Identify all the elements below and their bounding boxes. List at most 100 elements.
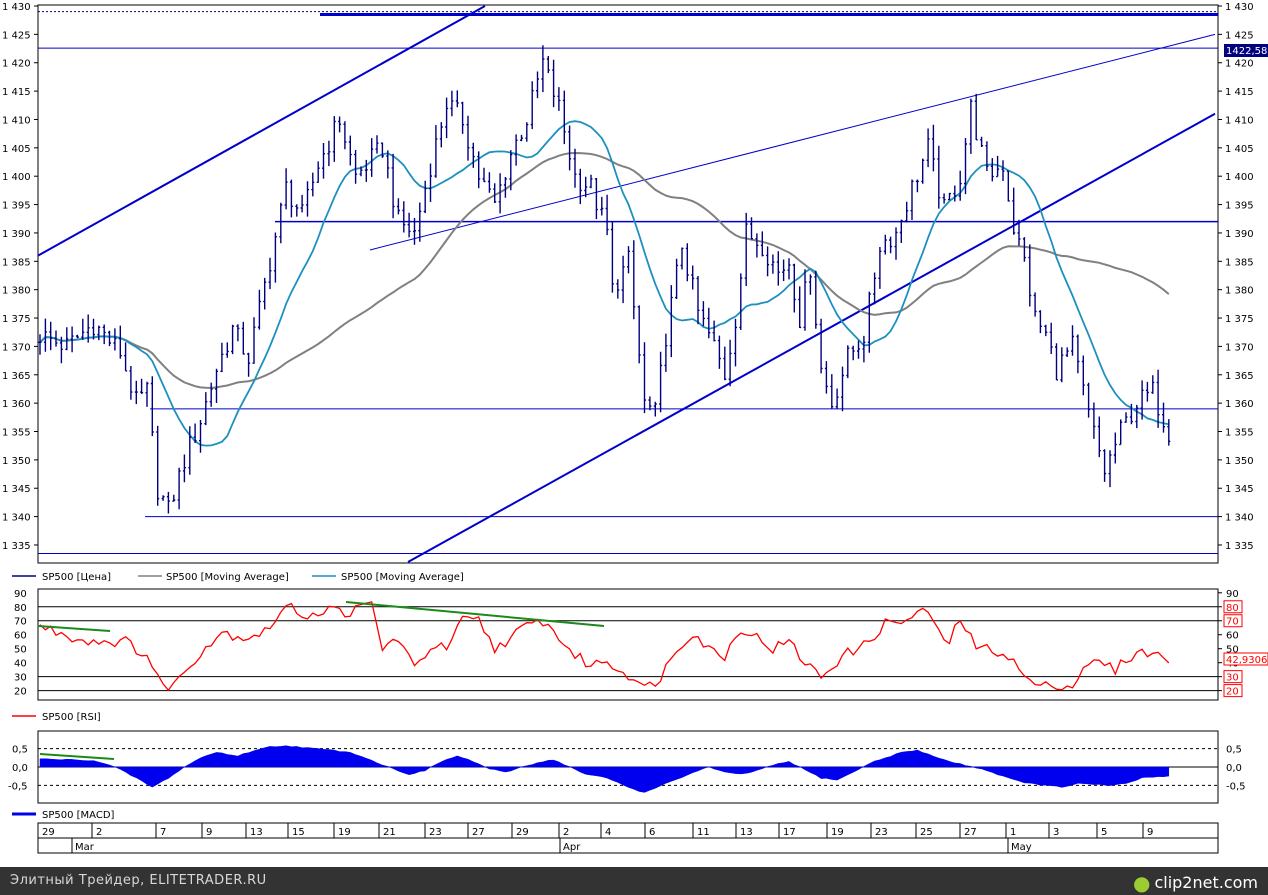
price-ytick-right: 1 335 [1225, 541, 1254, 552]
moving-average-short [39, 120, 1169, 447]
macd-yaxis: 0,5 0,5 0,0 0,0 -0,5 -0,5 [8, 745, 1246, 793]
price-ytick-left: 1 400 [2, 172, 31, 183]
date-tick-label: 15 [292, 827, 305, 838]
price-ytick-left: 1 345 [2, 484, 31, 495]
month-label: May [1011, 842, 1032, 853]
moving-average-long [39, 151, 1170, 389]
date-tick-label: 19 [338, 827, 351, 838]
macd-divergence [39, 753, 115, 760]
ma-short-line [39, 120, 1169, 447]
ohlc-bars [38, 45, 1171, 514]
price-ytick-left: 1 350 [2, 456, 31, 467]
date-tick-label: 1 [1010, 827, 1016, 838]
rsi-last-marker: 42,93063 [1223, 652, 1268, 666]
price-ytick-left: 1 360 [2, 399, 31, 410]
date-axis: 29 2 7 9 13 15 19 21 23 27 29 2 4 6 11 13 17 19 23 25 27 1 3 5 9… [37, 823, 1153, 853]
price-ytick-right: 1 400 [1225, 172, 1254, 183]
rsi-ytick-left: 30 [14, 673, 27, 684]
rsi-panel-frame [37, 588, 1219, 701]
macd-ytick-right: 0,5 [1226, 745, 1242, 756]
date-tick-label: 13 [250, 827, 263, 838]
macd-ytick-right: -0,5 [1226, 781, 1246, 792]
rsi-line [39, 601, 1170, 692]
price-ytick-right: 1 420 [1225, 59, 1254, 70]
date-tick-label: 19 [831, 827, 844, 838]
rsi-divergence-2 [345, 601, 605, 627]
ma-long-line [39, 151, 1170, 389]
date-tick-label: 5 [1101, 827, 1107, 838]
date-tick-label: 9 [1147, 827, 1153, 838]
price-bars [38, 45, 1171, 514]
price-ytick-right: 1 380 [1225, 286, 1254, 297]
date-tick-label: 4 [605, 827, 611, 838]
price-ytick-right: 1 360 [1225, 399, 1254, 410]
rsi-ytick-left: 20 [14, 687, 27, 698]
date-tick-label: 17 [783, 827, 796, 838]
price-ytick-right: 1 405 [1225, 144, 1254, 155]
price-ytick-left: 1 340 [2, 513, 31, 524]
clip2net-logo-text: clip2net.com [1154, 873, 1258, 892]
rsi-ytick-left: 50 [14, 645, 27, 656]
price-ytick-left: 1 420 [2, 59, 31, 70]
clip2net-icon: ● [1133, 871, 1151, 895]
legend-macd: SP500 [MACD] [42, 810, 115, 821]
last-price-label: 1422,58 [1226, 46, 1267, 57]
legend-ma-long: SP500 [Moving Average] [166, 572, 289, 583]
price-ytick-left: 1 415 [2, 87, 31, 98]
month-label: Apr [563, 842, 581, 853]
price-support-resistance-lines [37, 5, 1218, 563]
price-ytick-right: 1 350 [1225, 456, 1254, 467]
rsi-divergence-1 [37, 625, 111, 632]
price-ytick-right: 1 425 [1225, 30, 1254, 41]
price-ytick-right: 1 375 [1225, 314, 1254, 325]
legend-price: SP500 [Цена] [42, 572, 111, 583]
price-ytick-left: 1 355 [2, 428, 31, 439]
rsi-legend: SP500 [RSI] [12, 712, 101, 723]
clip2net-logo: ● clip2net.com [1133, 871, 1258, 895]
date-tick-label: 7 [160, 827, 166, 838]
rsi-ytick-right: 80 [1226, 603, 1239, 614]
macd-ytick-left: -0,5 [8, 781, 28, 792]
macd-legend: SP500 [MACD] [12, 810, 115, 821]
last-price-marker: 1422,58 [1224, 44, 1268, 57]
date-tick-label: 3 [1053, 827, 1059, 838]
date-tick-label: 27 [964, 827, 977, 838]
price-ytick-left: 1 390 [2, 229, 31, 240]
macd-histogram [39, 745, 1170, 793]
price-ytick-left: 1 365 [2, 371, 31, 382]
price-ytick-left: 1 385 [2, 257, 31, 268]
date-tick-label: 27 [472, 827, 485, 838]
rsi-ytick-left: 90 [14, 589, 27, 600]
date-tick-label: 9 [206, 827, 212, 838]
footer-text: Элитный Трейдер, ELITETRADER.RU [10, 873, 267, 888]
price-ytick-left: 1 425 [2, 30, 31, 41]
rsi-ytick-left: 70 [14, 617, 27, 628]
macd-ytick-left: 0,5 [12, 745, 28, 756]
rsi-ytick-right: 90 [1226, 589, 1239, 600]
price-ytick-right: 1 370 [1225, 342, 1254, 353]
month-label: Mar [75, 842, 95, 853]
date-tick-label: 25 [920, 827, 933, 838]
rsi-grid [38, 606, 1218, 692]
price-ytick-right: 1 365 [1225, 371, 1254, 382]
rsi-ytick-left: 80 [14, 603, 27, 614]
rsi-last-label: 42,93063 [1226, 655, 1268, 666]
price-ytick-left: 1 405 [2, 144, 31, 155]
price-ytick-left: 1 410 [2, 115, 31, 126]
rsi-ytick-right: 20 [1226, 687, 1239, 698]
date-tick-label: 21 [383, 827, 396, 838]
date-tick-label: 11 [697, 827, 710, 838]
price-ytick-left: 1 335 [2, 541, 31, 552]
rsi-ytick-right: 70 [1226, 617, 1239, 628]
rsi-yaxis: 90908080707060605050404030302020 [14, 589, 1243, 698]
date-tick-label: 23 [429, 827, 442, 838]
legend-ma-short: SP500 [Moving Average] [341, 572, 464, 583]
date-tick-label: 6 [649, 827, 655, 838]
date-tick-label: 2 [563, 827, 569, 838]
macd-ytick-left: 0,0 [12, 763, 28, 774]
price-ytick-left: 1 395 [2, 201, 31, 212]
price-ytick-right: 1 395 [1225, 201, 1254, 212]
price-ytick-right: 1 390 [1225, 229, 1254, 240]
rsi-ytick-left: 60 [14, 631, 27, 642]
